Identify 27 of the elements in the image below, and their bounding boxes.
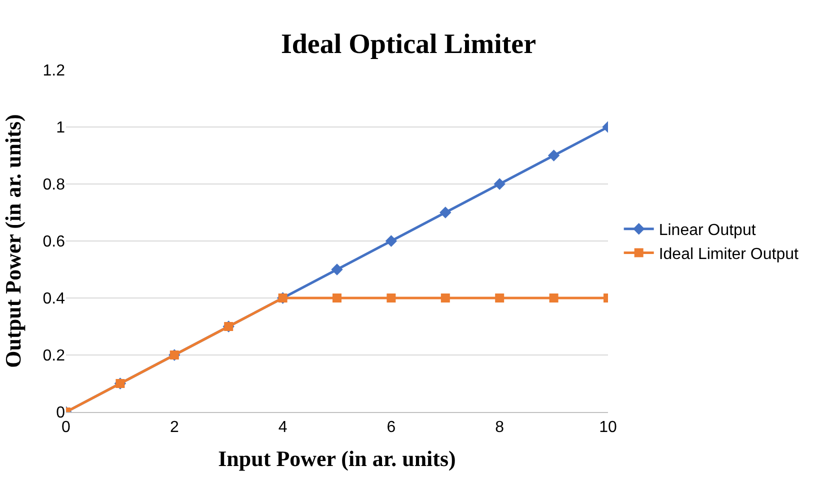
y-axis-title: Output Power (in ar. units) (0, 114, 26, 368)
legend-label: Ideal Limiter Output (658, 246, 800, 263)
point (440, 294, 450, 302)
x-tick-label: 8 (495, 419, 504, 436)
point (386, 294, 396, 302)
point (385, 235, 398, 247)
point (495, 294, 504, 302)
y-tick-label: 1.2 (42, 62, 66, 80)
point (548, 150, 560, 162)
y-tick-label: 0.6 (42, 234, 66, 251)
point (440, 206, 452, 218)
chart-title: Ideal Optical Limiter (280, 29, 536, 60)
y-tick-label: 1 (56, 120, 66, 137)
y-tick-label: 0.4 (42, 290, 66, 308)
point (494, 178, 506, 190)
point (331, 264, 343, 276)
x-tick-label: 10 (599, 419, 617, 436)
y-tick-label: 0 (56, 404, 66, 422)
legend-label: Linear Output (658, 222, 756, 240)
point (549, 294, 558, 302)
y-tick-label: 0.2 (42, 348, 66, 365)
x-axis-title: Input Power (in ar. units) (218, 446, 456, 472)
y-tick-label: 0.8 (42, 176, 66, 194)
point (332, 294, 342, 302)
x-tick-label: 2 (170, 419, 179, 436)
x-tick-label: 6 (386, 419, 396, 436)
x-tick-label: 4 (278, 419, 288, 436)
